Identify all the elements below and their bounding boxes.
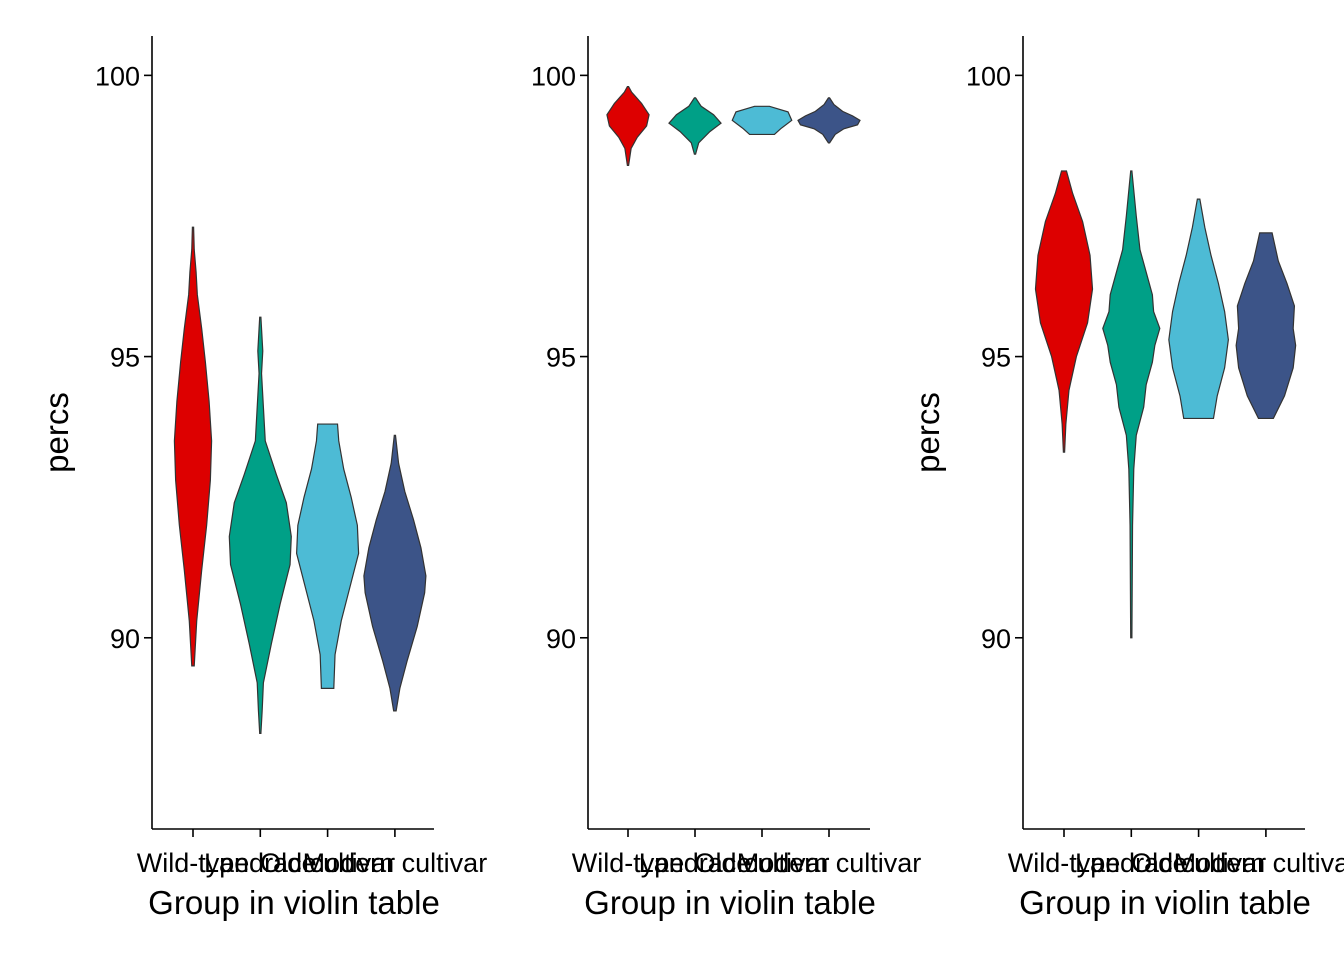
- x-tick-label: Landrace: [204, 848, 317, 878]
- x-tick-label: Modern cultivar: [303, 848, 488, 878]
- y-axis-title: percs: [909, 392, 946, 473]
- y-tick-label: 100: [95, 61, 140, 91]
- x-tick-label: Wild-type: [137, 848, 250, 878]
- violin-landrace: [668, 97, 722, 155]
- y-tick-label: 95: [110, 343, 140, 373]
- x-tick-label: Wild-type: [572, 848, 685, 878]
- x-tick-label: Modern cultivar: [1174, 848, 1344, 878]
- y-tick-label: 95: [981, 343, 1011, 373]
- violin-modern-cultivar: [363, 434, 427, 712]
- y-tick-label: 100: [966, 61, 1011, 91]
- y-tick-label: 90: [981, 624, 1011, 654]
- x-axis-title: Group in violin table: [1019, 884, 1311, 921]
- x-tick-label: Modern cultivar: [737, 848, 922, 878]
- x-tick-label: Landrace: [639, 848, 752, 878]
- x-tick-label: Old cultivar: [694, 848, 829, 878]
- y-tick-label: 95: [546, 343, 576, 373]
- x-tick-label: Old cultivar: [260, 848, 395, 878]
- violin-landrace: [228, 316, 292, 734]
- violin-old-cultivar: [731, 105, 793, 136]
- y-tick-label: 90: [546, 624, 576, 654]
- x-tick-label: Wild-type: [1008, 848, 1121, 878]
- violin-modern-cultivar: [797, 97, 861, 144]
- x-axis-title: Group in violin table: [148, 884, 440, 921]
- y-tick-label: 100: [531, 61, 576, 91]
- x-tick-label: Landrace: [1075, 848, 1188, 878]
- y-axis-title: percs: [38, 392, 75, 473]
- violin-old-cultivar: [295, 423, 360, 689]
- violin-wild-type: [173, 226, 213, 667]
- violin-landrace: [1102, 170, 1161, 639]
- violin-wild-type: [606, 86, 650, 166]
- x-axis-title: Group in violin table: [584, 884, 876, 921]
- violin-wild-type: [1034, 170, 1094, 453]
- violin-modern-cultivar: [1235, 232, 1297, 420]
- x-tick-label: Old cultivar: [1131, 848, 1266, 878]
- violin-old-cultivar: [1168, 198, 1229, 420]
- y-tick-label: 90: [110, 624, 140, 654]
